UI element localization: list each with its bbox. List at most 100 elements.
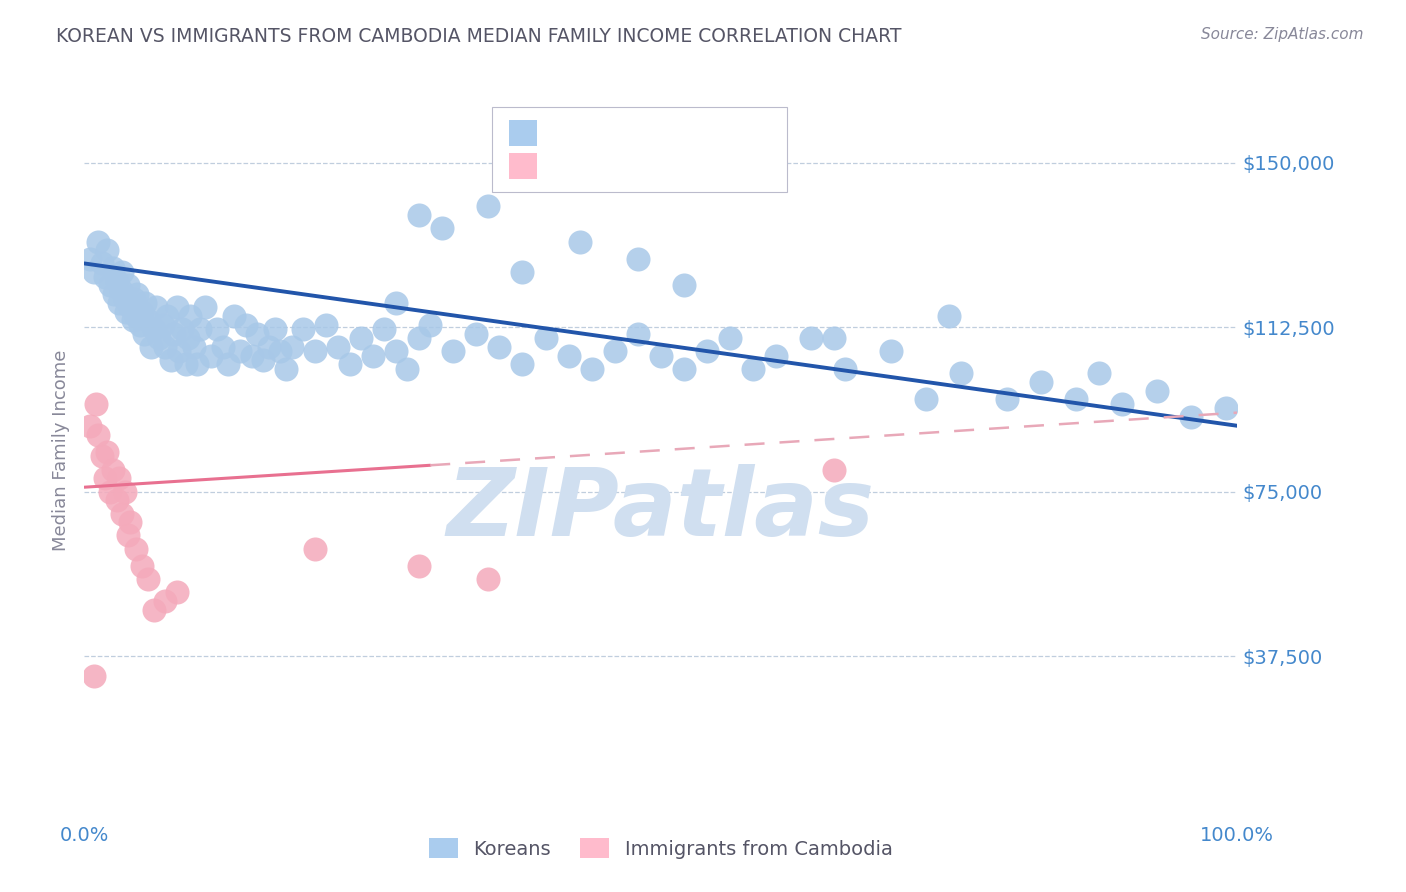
Point xyxy=(384,296,406,310)
Point xyxy=(834,361,856,376)
Point xyxy=(742,361,765,376)
Point xyxy=(557,349,579,363)
Point xyxy=(1215,401,1237,416)
Point xyxy=(160,353,183,368)
Point xyxy=(408,559,430,574)
Point xyxy=(1031,375,1053,389)
Point xyxy=(915,392,938,407)
Point xyxy=(98,278,121,293)
Point xyxy=(269,344,291,359)
Point xyxy=(128,318,150,332)
Point xyxy=(142,322,165,336)
Point xyxy=(246,326,269,341)
Point xyxy=(949,366,972,380)
Point xyxy=(120,516,142,530)
Point xyxy=(83,265,105,279)
Point xyxy=(350,331,373,345)
Point xyxy=(512,265,534,279)
Point xyxy=(84,397,107,411)
Point xyxy=(136,572,159,586)
Point xyxy=(114,292,136,306)
Point xyxy=(103,463,124,477)
Point xyxy=(152,318,174,332)
Point xyxy=(105,493,128,508)
Point xyxy=(880,344,903,359)
Y-axis label: Median Family Income: Median Family Income xyxy=(52,350,70,551)
Point xyxy=(477,199,499,213)
Point xyxy=(696,344,718,359)
Point xyxy=(384,344,406,359)
Point xyxy=(188,322,211,336)
Point xyxy=(718,331,741,345)
Point xyxy=(111,507,134,521)
Point xyxy=(131,559,153,574)
Point xyxy=(179,309,201,323)
Point xyxy=(94,269,117,284)
Point xyxy=(650,349,672,363)
Point xyxy=(98,484,121,499)
Point xyxy=(142,603,165,617)
Point xyxy=(361,349,384,363)
Point xyxy=(326,340,349,354)
Point xyxy=(465,326,488,341)
Point xyxy=(79,418,101,433)
Point xyxy=(87,427,110,442)
Point xyxy=(103,287,125,301)
Point xyxy=(125,541,148,556)
Point xyxy=(167,344,190,359)
Point xyxy=(153,594,176,608)
Point xyxy=(441,344,464,359)
Point xyxy=(79,252,101,266)
Point xyxy=(1064,392,1087,407)
Point xyxy=(1180,409,1202,424)
Point xyxy=(477,572,499,586)
Point xyxy=(156,309,179,323)
Point xyxy=(292,322,315,336)
Text: ZIPatlas: ZIPatlas xyxy=(447,464,875,556)
Point xyxy=(373,322,395,336)
Point xyxy=(120,301,142,315)
Point xyxy=(765,349,787,363)
Point xyxy=(627,326,650,341)
Text: Source: ZipAtlas.com: Source: ZipAtlas.com xyxy=(1201,27,1364,42)
Point xyxy=(672,361,695,376)
Point xyxy=(148,331,170,345)
Text: N =: N = xyxy=(647,155,689,173)
Point xyxy=(111,265,134,279)
Point xyxy=(96,244,118,258)
Point xyxy=(172,322,194,336)
Point xyxy=(224,309,246,323)
Point xyxy=(581,361,603,376)
Point xyxy=(108,296,131,310)
Point xyxy=(938,309,960,323)
Point xyxy=(153,340,176,354)
Point xyxy=(103,260,124,275)
Point xyxy=(183,340,205,354)
Point xyxy=(110,283,132,297)
Point xyxy=(121,313,143,327)
Point xyxy=(134,326,156,341)
Point xyxy=(263,322,285,336)
Text: R =: R = xyxy=(544,155,585,173)
Point xyxy=(122,292,145,306)
Text: 25: 25 xyxy=(682,155,707,173)
Text: R =: R = xyxy=(544,122,585,140)
Point xyxy=(105,274,128,288)
Text: KOREAN VS IMMIGRANTS FROM CAMBODIA MEDIAN FAMILY INCOME CORRELATION CHART: KOREAN VS IMMIGRANTS FROM CAMBODIA MEDIA… xyxy=(56,27,901,45)
Point xyxy=(229,344,252,359)
Point xyxy=(995,392,1018,407)
Point xyxy=(512,357,534,371)
Point xyxy=(205,322,228,336)
Point xyxy=(534,331,557,345)
Point xyxy=(1088,366,1111,380)
Point xyxy=(145,301,167,315)
Point xyxy=(141,340,163,354)
Point xyxy=(252,353,274,368)
Point xyxy=(163,326,186,341)
Point xyxy=(672,278,695,293)
Point xyxy=(276,361,298,376)
Point xyxy=(177,331,200,345)
Point xyxy=(166,301,188,315)
Point xyxy=(603,344,626,359)
Point xyxy=(108,471,131,485)
